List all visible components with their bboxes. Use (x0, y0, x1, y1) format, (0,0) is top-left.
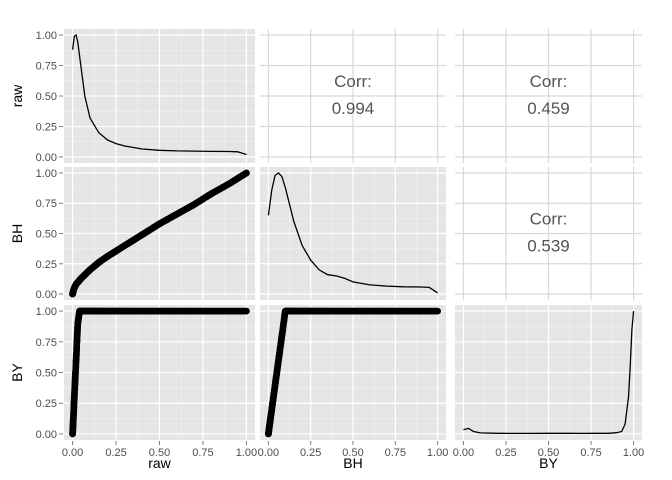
scatter-BH-vs-raw (69, 169, 250, 298)
y-tick-label: 1.00 (36, 306, 57, 318)
y-tick-label: 0.25 (36, 259, 57, 271)
panel-BY-raw (64, 305, 255, 440)
y-tick-label: 0.75 (36, 198, 57, 210)
x-tick-label: 0.50 (342, 447, 363, 459)
panel-raw-BH (260, 29, 446, 163)
scatter-BY-vs-raw (69, 307, 250, 438)
corr-label: Corr: (334, 72, 372, 91)
x-tick-label: 1.00 (623, 447, 644, 459)
y-tick-label: 0.00 (36, 289, 57, 301)
x-tick-label: 0.00 (453, 447, 474, 459)
y-tick-label: 0.25 (36, 121, 57, 133)
y-tick-label: 0.50 (36, 229, 57, 241)
corr-label: Corr: (530, 72, 568, 91)
y-tick-label: 0.25 (36, 398, 57, 410)
scatter-point (243, 169, 250, 177)
scatter-point (434, 307, 441, 315)
density-curve-BH (267, 172, 438, 294)
density-curve-raw (71, 33, 247, 156)
scatter-BY-vs-BH (265, 307, 441, 438)
y-tick-label: 0.75 (36, 61, 57, 73)
x-axis-title-raw: raw (148, 455, 171, 471)
panel-raw-raw (64, 29, 255, 163)
corr-label: Corr: (530, 210, 568, 229)
y-tick-label: 0.75 (36, 337, 57, 349)
corr-value: 0.539 (527, 237, 570, 256)
x-tick-label: 1.00 (236, 447, 257, 459)
panel-BY-BY (455, 305, 642, 440)
x-tick-label: 0.00 (258, 447, 279, 459)
corr-raw-BH: Corr: 0.994 (332, 72, 375, 118)
y-tick-label: 1.00 (36, 30, 57, 42)
scatter-point (76, 307, 83, 315)
panel-BH-BY (455, 167, 642, 300)
x-tick-label: 0.00 (62, 447, 83, 459)
x-tick-label: 0.75 (580, 447, 601, 459)
y-axis-title-raw: raw (9, 84, 25, 107)
axis-titles-layer: raw BH BY raw BH BY (9, 84, 558, 471)
scatter-point (281, 307, 289, 315)
corr-raw-BY: Corr: 0.459 (527, 72, 570, 118)
panels-layer (64, 29, 642, 440)
x-tick-label: 0.50 (538, 447, 559, 459)
y-tick-label: 1.00 (36, 168, 57, 180)
panel-BY-BH (260, 305, 446, 440)
x-tick-label: 1.00 (427, 447, 448, 459)
x-tick-label: 0.50 (149, 447, 170, 459)
corr-value: 0.459 (527, 99, 570, 118)
scatter-point (243, 307, 250, 315)
y-axis-title-BH: BH (9, 224, 25, 243)
y-axis-title-BY: BY (9, 363, 25, 382)
y-tick-label: 0.00 (36, 429, 57, 441)
x-tick-label: 0.25 (300, 447, 321, 459)
x-axis-title-BY: BY (539, 455, 558, 471)
tick-labels-layer: 0.000.250.500.751.000.000.250.500.751.00… (36, 30, 645, 459)
correlation-layer: Corr: 0.994 Corr: 0.459 Corr: 0.539 (332, 72, 570, 256)
panel-BH-BH (260, 167, 446, 300)
x-tick-label: 0.25 (105, 447, 126, 459)
y-tick-label: 0.50 (36, 368, 57, 380)
y-tick-label: 0.50 (36, 91, 57, 103)
x-axis-title-BH: BH (343, 455, 362, 471)
panel-raw-BY (455, 29, 642, 163)
y-tick-label: 0.00 (36, 152, 57, 164)
corr-value: 0.994 (332, 99, 375, 118)
corr-BH-BY: Corr: 0.539 (527, 210, 570, 256)
x-tick-label: 0.25 (495, 447, 516, 459)
x-tick-label: 0.75 (385, 447, 406, 459)
x-tick-label: 0.75 (192, 447, 213, 459)
density-curve-BY (463, 311, 635, 435)
